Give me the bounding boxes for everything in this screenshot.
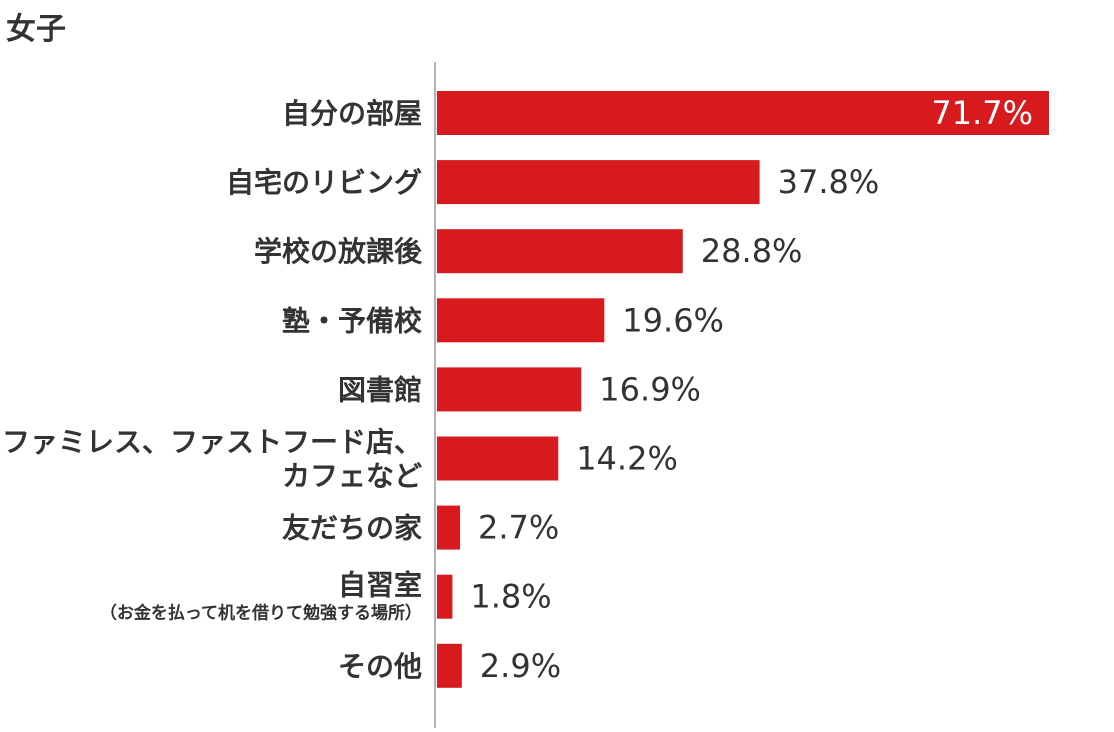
category-sublabel: （お金を払って机を借りて勉強する場所） xyxy=(100,603,422,624)
category-label: ファミレス、ファストフード店、 xyxy=(2,426,422,459)
category-label: 友だちの家 xyxy=(282,512,422,545)
value-label: 19.6% xyxy=(622,301,724,339)
value-label: 28.8% xyxy=(701,232,803,270)
value-label: 1.8% xyxy=(470,578,551,616)
value-label: 16.9% xyxy=(599,370,701,408)
bar-5 xyxy=(437,436,559,481)
category-label: 図書館 xyxy=(338,373,422,406)
bar-3 xyxy=(437,298,605,343)
category-label: その他 xyxy=(338,650,422,683)
chart-title: 女子 xyxy=(6,12,66,47)
value-label: 2.9% xyxy=(480,647,561,685)
bar-1 xyxy=(437,160,760,205)
category-label: 自分の部屋 xyxy=(282,97,422,130)
category-label: 自習室 xyxy=(338,569,422,602)
bar-4 xyxy=(437,367,582,412)
bar-8 xyxy=(437,643,462,688)
bar-0 xyxy=(437,91,1049,135)
value-label: 71.7% xyxy=(931,94,1033,132)
category-label: 自宅のリビング xyxy=(226,166,422,199)
value-label: 2.7% xyxy=(478,509,559,547)
bar-7 xyxy=(437,574,453,619)
category-label: 塾・予備校 xyxy=(282,304,423,337)
value-label: 14.2% xyxy=(576,440,678,478)
value-label: 37.8% xyxy=(778,163,880,201)
bar-6 xyxy=(437,505,460,550)
bar-2 xyxy=(437,229,683,274)
bars-group: 自分の部屋 71.7% 自宅のリビング 37.8% 学校の放課後 28.8% 塾・予備校 19… xyxy=(2,91,1049,688)
category-label: 学校の放課後 xyxy=(254,235,423,268)
category-label-line2: カフェなど xyxy=(282,460,422,493)
